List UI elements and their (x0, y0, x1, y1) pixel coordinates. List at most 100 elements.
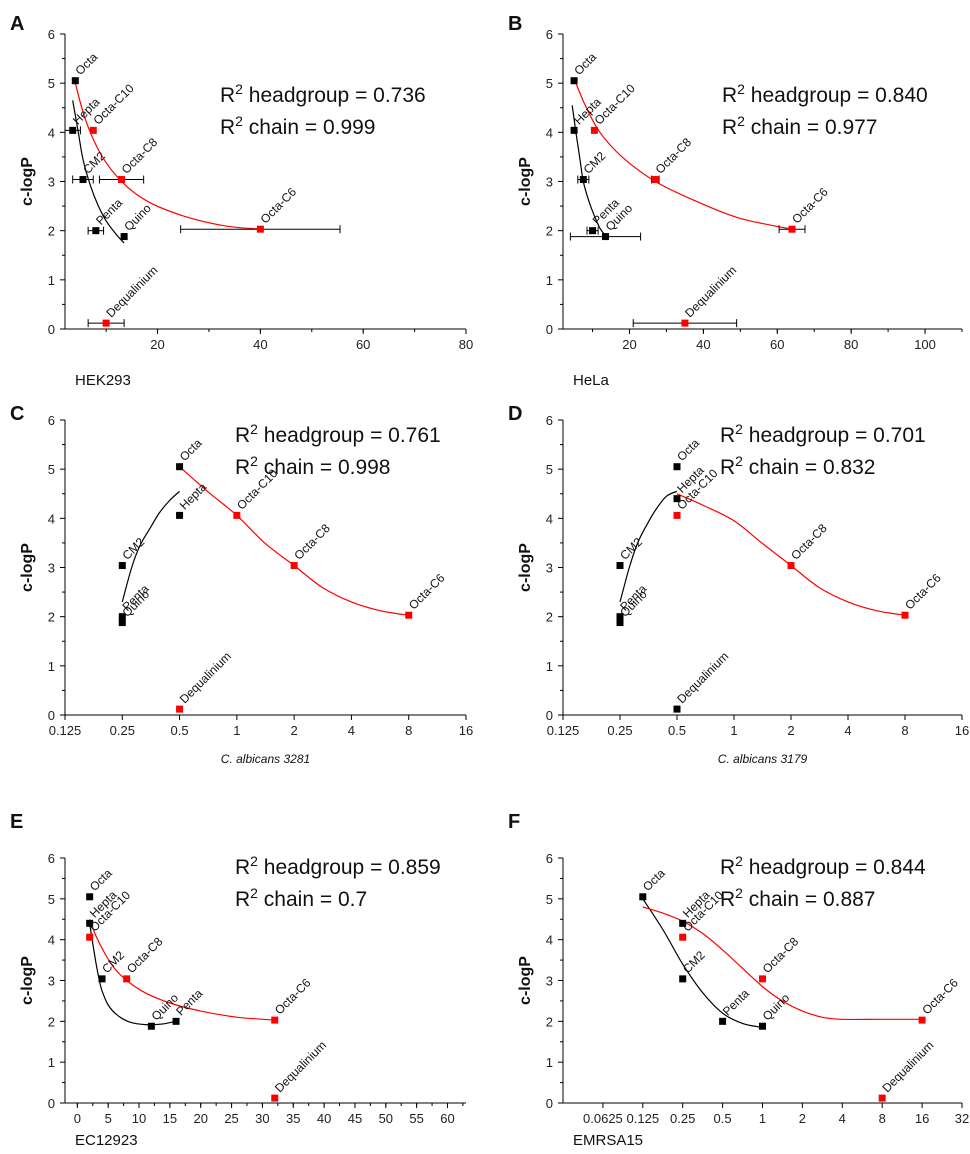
y-tick-label: 0 (48, 708, 55, 723)
y-axis-label: c-logP (19, 157, 36, 206)
headgroup-fit-curve (121, 490, 180, 603)
y-tick-label: 3 (48, 974, 55, 989)
point-label: Dequalinium (103, 263, 160, 320)
point-label: CM2 (680, 948, 708, 976)
point-label: Octa-C6 (258, 185, 300, 227)
data-point (118, 562, 126, 570)
y-tick-label: 6 (48, 27, 55, 42)
x-tick-label: 2 (291, 723, 298, 738)
x-tick-label: 1 (759, 1111, 766, 1126)
headgroup-fit-curve (571, 105, 606, 236)
y-tick-label: 5 (48, 76, 55, 91)
x-tick-label: 0.125 (49, 723, 82, 738)
y-tick-label: 6 (546, 27, 553, 42)
x-tick-label: 16 (915, 1111, 929, 1126)
y-tick-label: 0 (546, 322, 553, 337)
x-axis-label: EC12923 (75, 1132, 138, 1149)
x-tick-label: 40 (696, 337, 710, 352)
point-label: Octa-C6 (789, 185, 831, 227)
data-point (256, 225, 264, 233)
data-point (405, 611, 413, 619)
point-label: Penta (720, 986, 752, 1018)
chain-fit-curve (89, 919, 275, 1021)
x-tick-label: 80 (844, 337, 858, 352)
data-point (98, 975, 106, 983)
y-tick-label: 5 (48, 892, 55, 907)
point-label: Octa-C6 (919, 976, 961, 1018)
x-tick-label: 60 (770, 337, 784, 352)
y-tick-label: 0 (48, 322, 55, 337)
point-label: Octa (640, 866, 668, 894)
x-tick-label: 20 (622, 337, 636, 352)
data-point (901, 611, 909, 619)
chain-fit-curve (573, 78, 793, 230)
x-tick-label: 60 (440, 1111, 454, 1126)
x-tick-label: 2 (799, 1111, 806, 1126)
data-point (579, 176, 587, 184)
x-tick-label: 5 (105, 1111, 112, 1126)
x-tick-label: 80 (459, 337, 473, 352)
y-axis-label: c-logP (19, 956, 36, 1005)
chain-fit-curve (179, 466, 409, 616)
x-tick-label: 0.25 (670, 1111, 695, 1126)
x-tick-label: 2 (787, 723, 794, 738)
x-tick-label: 0.25 (607, 723, 632, 738)
point-label: Octa-C8 (760, 934, 802, 976)
y-axis-label: c-logP (19, 543, 36, 592)
data-point (172, 1017, 180, 1025)
point-label: Octa (571, 50, 599, 78)
axes (558, 419, 963, 720)
data-point (719, 1017, 727, 1025)
data-point (86, 933, 94, 941)
data-point (673, 705, 681, 713)
data-point (679, 975, 687, 983)
y-tick-label: 5 (48, 462, 55, 477)
panel-d: D 0 1 2 3 4 5 6 0.125 0.25 0.5 1 2 4 8 16 c-logP C. albic… (508, 403, 969, 766)
point-label: Dequalinium (272, 1038, 329, 1095)
x-tick-label: 60 (356, 337, 370, 352)
y-tick-label: 2 (546, 1014, 553, 1029)
data-point (120, 233, 128, 241)
axes (558, 857, 963, 1108)
x-tick-label: 16 (955, 723, 969, 738)
x-axis-label: HeLa (573, 372, 610, 389)
chain-fit-curve (74, 83, 261, 230)
point-label: Octa-C8 (291, 521, 333, 563)
point-label: Quino (121, 201, 154, 234)
y-axis-label: c-logP (517, 543, 534, 592)
data-point (673, 495, 681, 503)
x-tick-label: 10 (132, 1111, 146, 1126)
axes (60, 419, 467, 720)
x-tick-label: 8 (901, 723, 908, 738)
panel-letter: B (508, 13, 522, 35)
data-point (681, 319, 689, 327)
x-tick-label: 20 (193, 1111, 207, 1126)
y-tick-label: 3 (48, 175, 55, 190)
y-tick-label: 6 (546, 413, 553, 428)
x-tick-label: 0.25 (110, 723, 135, 738)
data-point (918, 1016, 926, 1024)
r2-chain-annotation: R2 chain = 0.977 (722, 113, 878, 139)
r2-headgroup-annotation: R2 headgroup = 0.736 (220, 81, 426, 107)
headgroup-fit-curve (619, 490, 678, 603)
x-tick-label: 4 (839, 1111, 846, 1126)
data-point (69, 126, 77, 134)
panel-c: C 0 1 2 3 4 5 6 0.125 0.25 0.5 1 2 4 8 16 c-logP C. albic… (10, 403, 473, 766)
data-point (79, 176, 87, 184)
data-point (118, 619, 126, 627)
data-point (673, 463, 681, 471)
y-tick-label: 5 (546, 462, 553, 477)
data-point (233, 511, 241, 519)
y-tick-label: 3 (546, 175, 553, 190)
x-tick-label: 1 (730, 723, 737, 738)
point-label: Dequalinium (177, 649, 234, 706)
point-label: Octa-C8 (788, 521, 830, 563)
x-tick-label: 8 (405, 723, 412, 738)
r2-headgroup-annotation: R2 headgroup = 0.859 (235, 853, 441, 879)
panel-letter: C (10, 403, 24, 425)
headgroup-fit-curve (642, 898, 763, 1029)
point-label: Penta (93, 195, 125, 227)
headgroup-fit-curve (72, 100, 125, 244)
point-label: Octa-C8 (124, 934, 166, 976)
